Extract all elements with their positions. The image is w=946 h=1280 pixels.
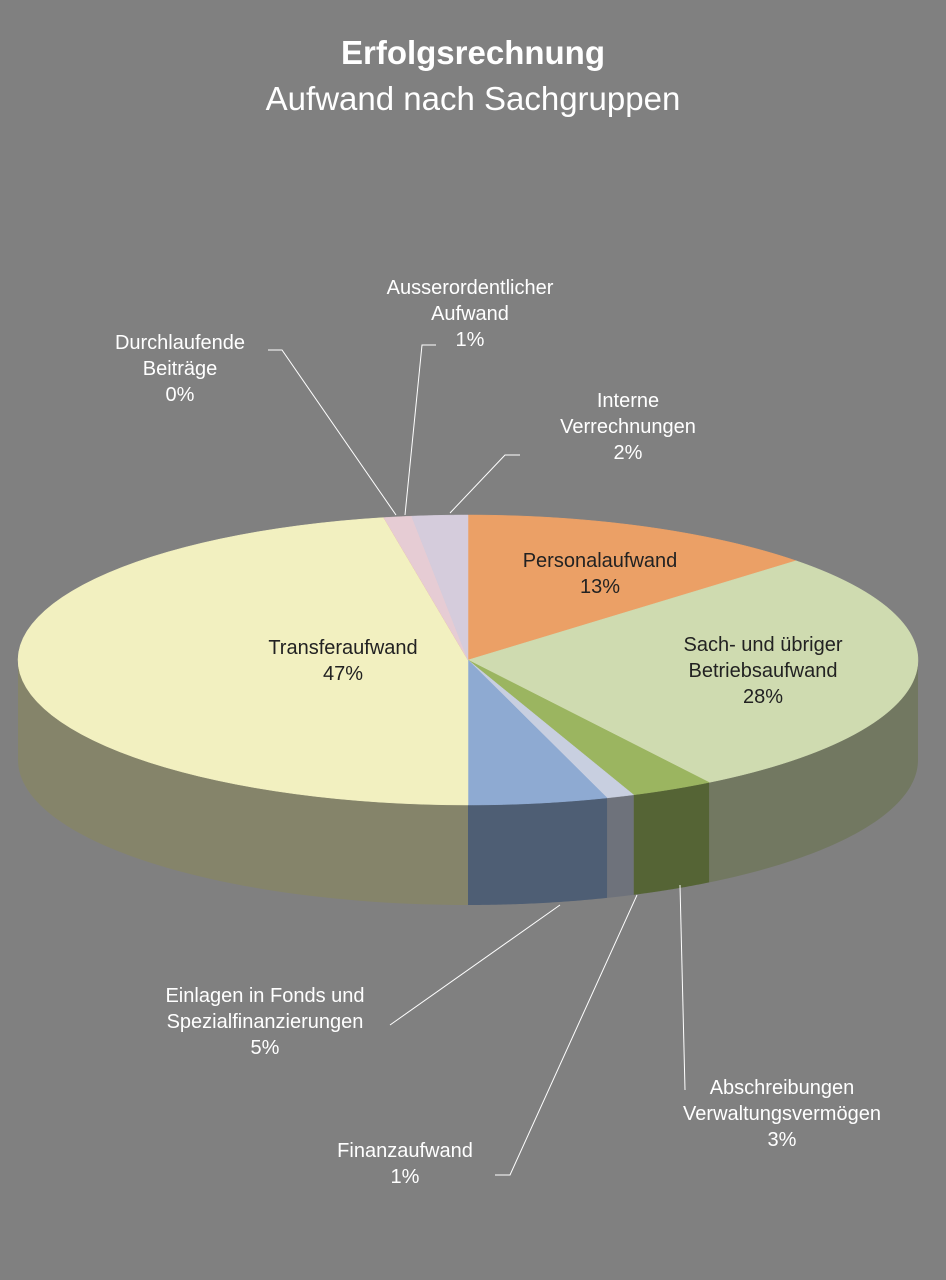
- slice: [411, 514, 469, 661]
- category-label: Sach- und übriger Betriebsaufwand: [683, 634, 843, 682]
- value-label: 3%: [767, 1129, 797, 1151]
- data-label: Durchlaufende Beiträge 0%: [85, 330, 275, 408]
- value-label: 0%: [165, 384, 195, 406]
- slice: [467, 560, 919, 783]
- category-label: Interne Verrechnungen: [560, 390, 696, 438]
- slice: [467, 659, 608, 806]
- data-label: Finanzaufwand 1%: [305, 1138, 505, 1190]
- slice-side: [468, 797, 608, 905]
- category-label: Personalaufwand: [522, 550, 678, 572]
- slice: [383, 515, 469, 661]
- category-label: Einlagen in Fonds und Spezialfinanzierun…: [165, 985, 365, 1033]
- slice-side: [633, 782, 710, 895]
- data-label: Einlagen in Fonds und Spezialfinanzierun…: [125, 983, 405, 1061]
- leader-line: [679, 884, 686, 1091]
- leader-line: [449, 454, 520, 514]
- slice: [467, 659, 710, 796]
- leader-line: [268, 349, 397, 516]
- chart-title: Erfolgsrechnung: [340, 34, 606, 71]
- value-label: 5%: [250, 1037, 280, 1059]
- value-label: 28%: [742, 686, 784, 708]
- slice: [467, 659, 635, 799]
- value-label: 13%: [579, 576, 621, 598]
- category-label: Transferaufwand: [268, 637, 418, 659]
- slice: [467, 514, 797, 661]
- data-label: Interne Verrechnungen 2%: [528, 388, 728, 466]
- slice-side: [18, 660, 468, 905]
- data-label: Abschreibungen Verwaltungsvermögen 3%: [647, 1075, 917, 1153]
- value-label: 1%: [390, 1166, 420, 1188]
- value-label: 1%: [455, 329, 485, 351]
- leader-line: [404, 344, 436, 516]
- data-label: Personalaufwand 13%: [510, 548, 690, 600]
- value-label: 47%: [322, 663, 364, 685]
- chart-subtitle: Aufwand nach Sachgruppen: [265, 80, 681, 117]
- leader-line: [389, 904, 561, 1026]
- value-label: 2%: [613, 442, 643, 464]
- category-label: Abschreibungen Verwaltungsvermögen: [683, 1077, 881, 1125]
- slice-side: [709, 660, 918, 883]
- data-label: Transferaufwand 47%: [233, 635, 453, 687]
- data-label: Ausserordentlicher Aufwand 1%: [355, 275, 585, 353]
- category-label: Ausserordentlicher Aufwand: [386, 277, 554, 325]
- category-label: Durchlaufende Beiträge: [114, 332, 246, 380]
- slice: [17, 517, 469, 806]
- slice-side: [607, 794, 634, 898]
- category-label: Finanzaufwand: [337, 1140, 473, 1162]
- leader-line: [495, 894, 638, 1176]
- data-label: Sach- und übriger Betriebsaufwand 28%: [648, 632, 878, 710]
